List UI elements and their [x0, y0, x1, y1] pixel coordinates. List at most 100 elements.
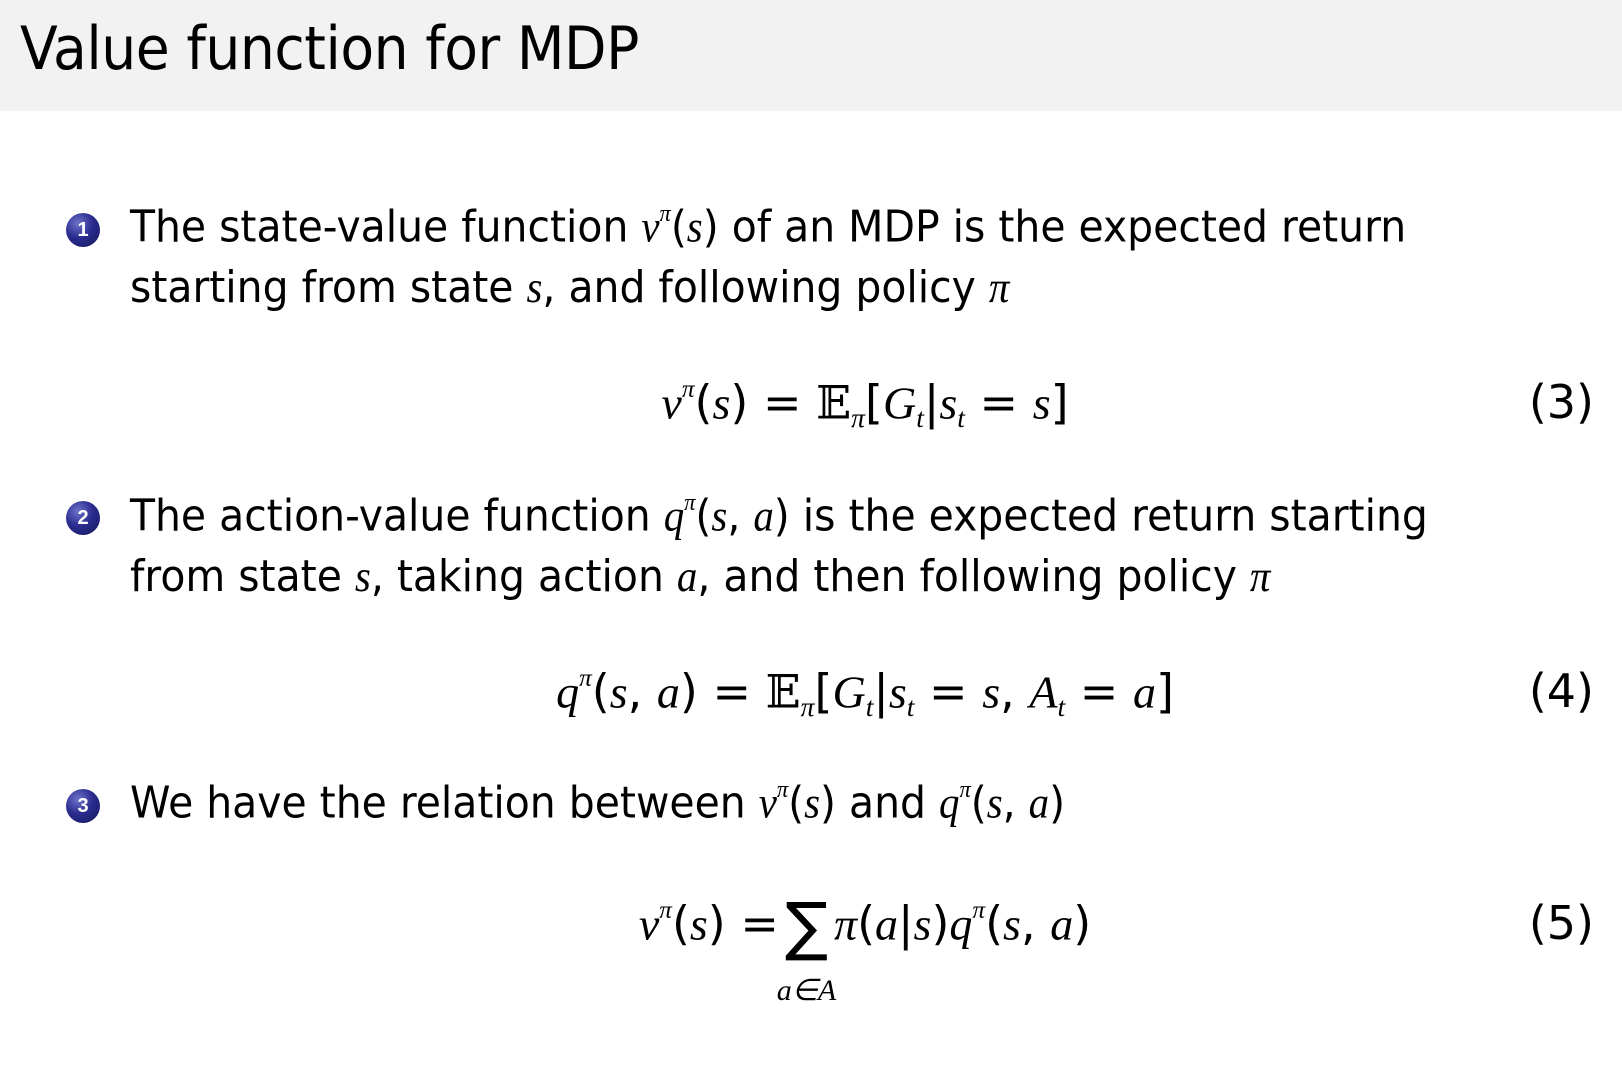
item-2-line-1: The action-value function qπ(s, a) is th…	[130, 489, 1428, 542]
math-symbol: s	[689, 898, 708, 950]
item-3-line-1: We have the relation between vπ(s) and q…	[130, 776, 1065, 829]
text-segment: ,	[727, 490, 754, 542]
math-symbol: v	[641, 202, 660, 252]
math-subscript: t	[957, 401, 965, 433]
text-segment: (	[694, 375, 713, 430]
math-superscript: π	[972, 896, 986, 924]
text-segment: from state	[130, 551, 355, 602]
summation: ∑ a∈A	[777, 895, 836, 1007]
math-symbol: a	[676, 552, 698, 601]
math-symbol: s	[712, 377, 731, 429]
text-segment: , taking action	[370, 551, 677, 602]
text-segment: ,	[627, 664, 657, 719]
math-symbol: π	[834, 898, 858, 950]
math-symbol: s	[913, 898, 932, 950]
text-segment: ) is the expected return starting	[773, 490, 1428, 542]
text-segment: =	[964, 375, 1033, 430]
equation-3: vπ(s) = 𝔼π[Gt|st = s]	[661, 375, 1068, 434]
math-symbol: s	[711, 491, 728, 541]
math-symbol: s	[804, 778, 821, 828]
equation-5: vπ(s) =∑ a∈A π(a|s)qπ(s, a)	[638, 895, 1092, 1007]
text-segment: ) and	[820, 777, 940, 829]
math-symbol: a	[1028, 778, 1050, 828]
math-subscript: t	[906, 690, 915, 722]
math-symbol: G	[832, 666, 866, 718]
math-symbol: s	[939, 377, 958, 429]
text-segment: ) =	[730, 375, 817, 430]
equation-number-3: (3)	[1528, 375, 1594, 429]
math-symbol: q	[949, 898, 973, 950]
math-superscript: π	[579, 664, 592, 692]
expectation-symbol: 𝔼	[816, 375, 852, 430]
math-symbol: s	[354, 552, 371, 601]
text-segment: (	[970, 777, 987, 829]
math-subscript: t	[1057, 690, 1066, 722]
text-segment: ) =	[679, 664, 766, 719]
math-symbol: s	[986, 778, 1003, 828]
math-superscript: π	[684, 489, 696, 516]
math-symbol: v	[758, 778, 777, 828]
text-segment: =	[1065, 664, 1133, 719]
math-symbol: s	[686, 202, 703, 252]
text-segment: )	[1073, 896, 1092, 951]
item-2-line-2: from state s, taking action a, and then …	[130, 551, 1270, 602]
summation-symbol: ∑	[784, 890, 829, 964]
math-symbol: s	[982, 666, 1001, 718]
math-subscript: t	[916, 401, 924, 433]
math-superscript: π	[776, 776, 789, 803]
math-symbol: a	[875, 898, 899, 950]
summation-index: a∈A	[776, 974, 837, 1007]
equation-number-5: (5)	[1528, 896, 1594, 950]
math-symbol: π	[988, 263, 1010, 312]
math-symbol: a	[1132, 666, 1156, 718]
text-segment: , and then following policy	[697, 551, 1250, 602]
text-segment: ,	[1000, 664, 1030, 719]
text-segment: starting from state	[130, 262, 527, 313]
text-segment: [	[814, 664, 833, 719]
math-superscript: π	[959, 776, 971, 803]
bullet-number-2: 2	[66, 501, 100, 535]
text-segment: |	[898, 896, 914, 951]
text-segment: (	[985, 896, 1004, 951]
text-segment: (	[695, 490, 712, 542]
text-segment: ,	[1002, 777, 1029, 829]
text-segment: (	[671, 896, 690, 951]
expectation-symbol: 𝔼	[765, 664, 801, 719]
text-segment: ]	[1155, 664, 1174, 719]
math-superscript: π	[659, 200, 671, 227]
text-segment: The action-value function	[130, 490, 664, 542]
math-symbol: a	[1050, 898, 1074, 950]
slide-title: Value function for MDP	[20, 14, 639, 84]
text-segment: ) of an MDP is the expected return	[702, 201, 1407, 253]
slide-header: Value function for MDP	[0, 0, 1622, 111]
item-1-line-2: starting from state s, and following pol…	[130, 262, 1009, 313]
math-symbol: s	[609, 666, 628, 718]
text-segment: We have the relation between	[130, 777, 759, 829]
text-segment: [	[865, 375, 883, 430]
math-symbol: s	[1032, 377, 1051, 429]
math-subscript: π	[851, 401, 865, 433]
text-segment: , and following policy	[542, 262, 989, 313]
text-segment: ,	[1020, 896, 1051, 951]
math-symbol: v	[661, 377, 682, 429]
bullet-number-3: 3	[66, 789, 100, 823]
text-segment: (	[857, 896, 876, 951]
math-symbol: a	[656, 666, 680, 718]
text-segment: =	[914, 664, 983, 719]
math-symbol: π	[1249, 552, 1271, 601]
text-segment: The state-value function	[130, 201, 642, 253]
math-symbol: s	[888, 666, 907, 718]
math-symbol: v	[638, 898, 660, 950]
equation-4: qπ(s, a) = 𝔼π[Gt|st = s, At = a]	[556, 664, 1174, 723]
text-segment: (	[670, 201, 687, 253]
text-segment: (	[788, 777, 805, 829]
text-segment: )	[1049, 777, 1066, 829]
math-subscript: π	[800, 690, 815, 722]
text-segment: (	[591, 664, 610, 719]
math-symbol: A	[1029, 666, 1058, 718]
text-segment: |	[873, 664, 889, 719]
math-symbol: s	[526, 263, 543, 312]
math-superscript: π	[681, 375, 695, 403]
math-symbol: a	[753, 491, 774, 541]
text-segment: |	[923, 375, 940, 430]
